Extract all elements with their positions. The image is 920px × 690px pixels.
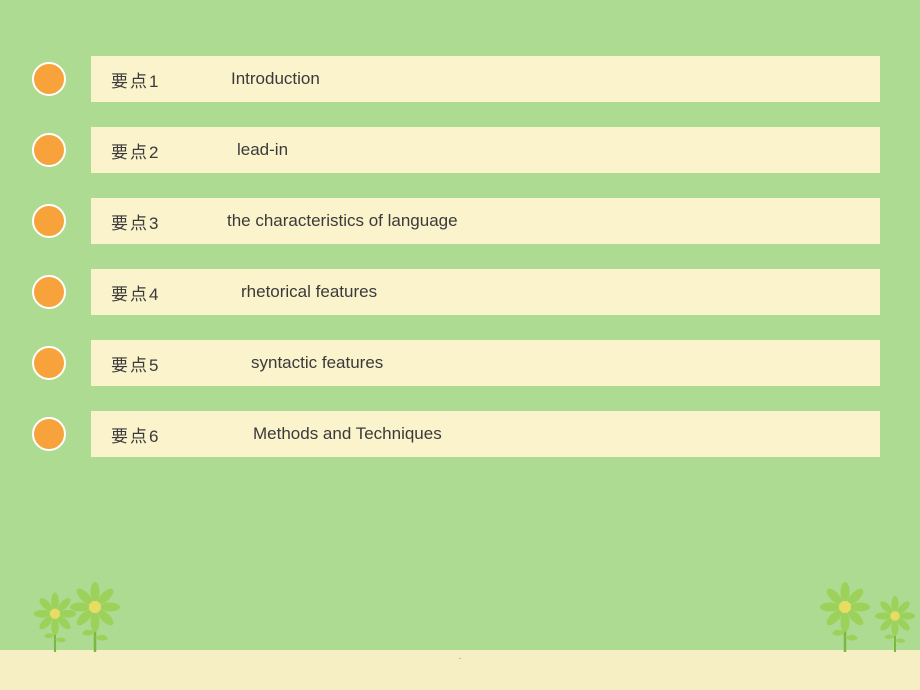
item-label: 要点5: [111, 351, 251, 376]
flower-icon: [70, 582, 120, 652]
bullet-icon: [32, 62, 66, 96]
bullet-icon: [32, 204, 66, 238]
item-label: 要点3: [111, 209, 227, 234]
item-label: 要点1: [111, 67, 231, 92]
item-bar: 要点6Methods and Techniques: [91, 411, 880, 457]
item-label: 要点6: [111, 422, 253, 447]
item-text: syntactic features: [251, 353, 383, 373]
bullet-icon: [32, 275, 66, 309]
items-container: 要点1Introduction 要点2lead-in 要点3the characte…: [32, 56, 880, 482]
bullet-icon: [32, 346, 66, 380]
item-text: Methods and Techniques: [253, 424, 442, 444]
item-bar: 要点4rhetorical features: [91, 269, 880, 315]
flower-icon: [875, 596, 915, 652]
item-bar: 要点2lead-in: [91, 127, 880, 173]
bullet-icon: [32, 133, 66, 167]
item-text: Introduction: [231, 69, 320, 89]
item-text: the characteristics of language: [227, 211, 458, 231]
list-item: 要点5syntactic features: [32, 340, 880, 386]
item-text: rhetorical features: [241, 282, 377, 302]
item-label: 要点4: [111, 280, 241, 305]
item-label: 要点2: [111, 138, 237, 163]
list-item: 要点6Methods and Techniques: [32, 411, 880, 457]
item-text: lead-in: [237, 140, 288, 160]
footer-mark: .: [459, 651, 462, 662]
list-item: 要点2lead-in: [32, 127, 880, 173]
item-bar: 要点5syntactic features: [91, 340, 880, 386]
list-item: 要点3the characteristics of language: [32, 198, 880, 244]
item-bar: 要点1Introduction: [91, 56, 880, 102]
list-item: 要点4rhetorical features: [32, 269, 880, 315]
bullet-icon: [32, 417, 66, 451]
center-mark: [400, 345, 405, 350]
flower-icon: [820, 582, 870, 652]
item-bar: 要点3the characteristics of language: [91, 198, 880, 244]
list-item: 要点1Introduction: [32, 56, 880, 102]
